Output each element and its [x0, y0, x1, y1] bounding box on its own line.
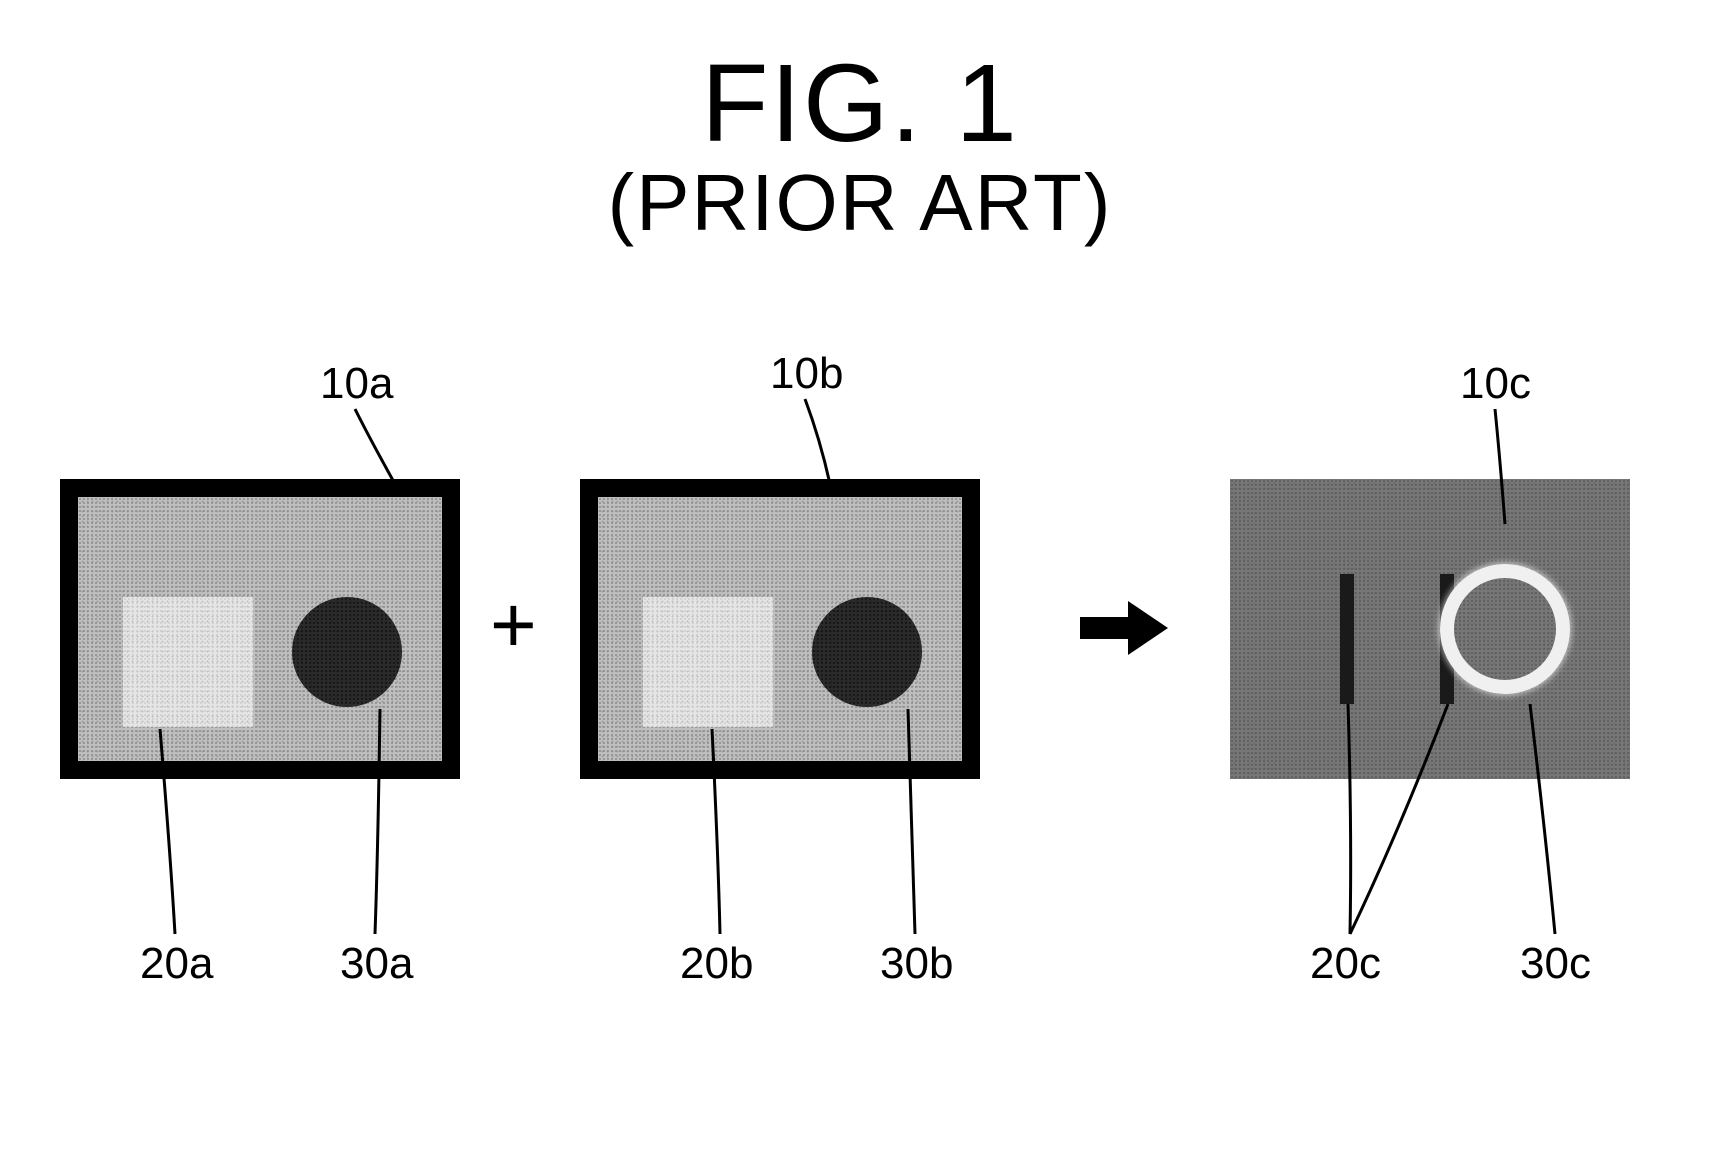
panel-b [580, 479, 980, 779]
panel-c-bar-1 [1340, 574, 1354, 704]
label-10c: 10c [1460, 359, 1531, 409]
label-10a: 10a [320, 359, 393, 409]
plus-operator: + [490, 579, 537, 671]
diagram: + 10a 10b 10c 20a 30a 20b 30b 20c 30c [0, 289, 1720, 1089]
label-30c: 30c [1520, 939, 1591, 989]
figure-number: FIG. 1 [0, 40, 1720, 167]
label-30a: 30a [340, 939, 413, 989]
panel-a [60, 479, 460, 779]
label-10b: 10b [770, 349, 843, 399]
figure-subtitle: (PRIOR ART) [0, 157, 1720, 249]
label-20c: 20c [1310, 939, 1381, 989]
panel-a-circle [292, 597, 402, 707]
label-20b: 20b [680, 939, 753, 989]
label-30b: 30b [880, 939, 953, 989]
arrow-operator [1080, 607, 1170, 647]
panel-b-circle [812, 597, 922, 707]
panel-b-square [643, 597, 773, 727]
figure-title-block: FIG. 1 (PRIOR ART) [0, 0, 1720, 249]
label-20a: 20a [140, 939, 213, 989]
panel-c-ring [1440, 564, 1570, 694]
panel-c [1230, 479, 1630, 779]
panel-a-square [123, 597, 253, 727]
